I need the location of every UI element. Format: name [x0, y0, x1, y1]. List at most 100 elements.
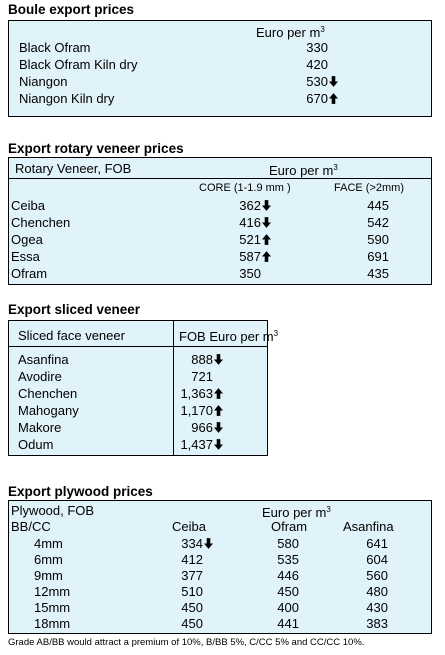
- arrow-up-icon: [262, 250, 271, 262]
- arrow-up-icon: [329, 92, 338, 104]
- sliced-row-name: Makore: [18, 420, 62, 435]
- plywood-col-ofram: Ofram: [271, 519, 308, 534]
- rotary-unit-header: Euro per m3: [269, 163, 338, 178]
- boule-row-value: 530: [306, 74, 338, 89]
- rotary-col-core: CORE (1-1.9 mm ): [199, 182, 291, 194]
- no-trend-spacer: [204, 586, 213, 597]
- plywood-row-ceiba: 450: [181, 600, 213, 615]
- plywood-row-ceiba: 450: [181, 616, 213, 631]
- plywood-row-ceiba: 412: [181, 552, 213, 567]
- rotary-row-name: Ogea: [11, 232, 43, 247]
- sliced-row-value-text: 721: [191, 369, 213, 384]
- boule-row-name: Niangon Kiln dry: [19, 91, 115, 106]
- no-trend-spacer: [262, 268, 271, 279]
- plywood-footnote: Grade AB/BB would attract a premium of 1…: [8, 637, 365, 648]
- plywood-row-ceiba-text: 412: [181, 552, 203, 567]
- boule-table: Euro per m3 Black Ofram 330 Black Ofram Ki…: [8, 20, 432, 117]
- no-trend-spacer: [214, 371, 223, 382]
- arrow-up-icon: [262, 233, 271, 245]
- arrow-down-icon: [262, 199, 271, 211]
- sliced-row-value: 888: [191, 352, 223, 367]
- rotary-title: Export rotary veneer prices: [8, 141, 184, 156]
- rotary-row-core-text: 587: [239, 249, 261, 264]
- sliced-title: Export sliced veneer: [8, 302, 141, 317]
- sliced-row-name: Chenchen: [18, 386, 78, 401]
- no-trend-spacer: [204, 554, 213, 565]
- rotary-row-name: Chenchen: [11, 215, 71, 230]
- rotary-row-core: 587: [239, 249, 271, 264]
- rotary-row-core: 416: [239, 215, 271, 230]
- sliced-header-right: FOB Euro per m3: [179, 329, 279, 344]
- rotary-row-core: 350: [239, 266, 271, 281]
- rotary-row-name: Ceiba: [11, 198, 45, 213]
- arrow-down-icon: [329, 75, 338, 87]
- no-trend-spacer: [329, 42, 338, 53]
- plywood-row-ceiba-text: 510: [181, 584, 203, 599]
- boule-row-name: Niangon: [19, 74, 68, 89]
- plywood-row-size: 6mm: [34, 552, 63, 567]
- rotary-row-core: 521: [239, 232, 271, 247]
- rotary-header-divider: [9, 178, 431, 179]
- plywood-row-size: 15mm: [34, 600, 71, 615]
- sliced-row-value-text: 1,437: [180, 437, 213, 452]
- rotary-table: Rotary Veneer, FOB Euro per m3 CORE (1-1…: [8, 157, 432, 285]
- plywood-header-left: Plywood, FOB: [11, 503, 95, 518]
- boule-row-value-text: 420: [306, 57, 328, 72]
- boule-unit-header: Euro per m3: [256, 25, 325, 40]
- rotary-row-core-text: 416: [239, 215, 261, 230]
- rotary-row-face: 590: [367, 232, 389, 247]
- sliced-row-value: 1,363: [180, 386, 223, 401]
- rotary-row-core-text: 350: [239, 266, 261, 281]
- plywood-row-ofram: 446: [277, 568, 299, 583]
- plywood-row-ceiba: 377: [181, 568, 213, 583]
- plywood-col-ceiba: Ceiba: [172, 519, 206, 534]
- rotary-row-name: Essa: [11, 249, 40, 264]
- boule-row-value-text: 670: [306, 91, 328, 106]
- sliced-row-name: Odum: [18, 437, 54, 452]
- rotary-row-core: 362: [239, 198, 271, 213]
- boule-row-value: 670: [306, 91, 338, 106]
- no-trend-spacer: [204, 602, 213, 613]
- no-trend-spacer: [204, 618, 213, 629]
- boule-row-value: 420: [306, 57, 338, 72]
- arrow-down-icon: [214, 421, 223, 433]
- plywood-title: Export plywood prices: [8, 484, 153, 499]
- sliced-row-value-text: 888: [191, 352, 213, 367]
- rotary-row-face: 542: [367, 215, 389, 230]
- sliced-row-value: 721: [191, 369, 223, 384]
- plywood-row-asanfina: 430: [366, 600, 388, 615]
- rotary-header-left: Rotary Veneer, FOB: [15, 161, 132, 176]
- plywood-row-size: 9mm: [34, 568, 63, 583]
- plywood-row-ofram: 441: [277, 616, 299, 631]
- plywood-grade: BB/CC: [11, 519, 51, 534]
- no-trend-spacer: [204, 570, 213, 581]
- plywood-row-ceiba-text: 450: [181, 616, 203, 631]
- rotary-row-core-text: 362: [239, 198, 261, 213]
- sliced-row-value-text: 966: [191, 420, 213, 435]
- plywood-row-ofram: 535: [277, 552, 299, 567]
- plywood-row-asanfina: 383: [366, 616, 388, 631]
- rotary-row-face: 691: [367, 249, 389, 264]
- arrow-up-icon: [214, 387, 223, 399]
- plywood-row-ofram: 400: [277, 600, 299, 615]
- sliced-header-divider: [9, 346, 267, 347]
- arrow-down-icon: [214, 353, 223, 365]
- plywood-row-asanfina: 480: [366, 584, 388, 599]
- boule-row-name: Black Ofram: [19, 40, 91, 55]
- sliced-col-divider: [173, 321, 174, 455]
- sliced-row-name: Asanfina: [18, 352, 69, 367]
- plywood-row-asanfina: 560: [366, 568, 388, 583]
- sliced-row-value: 1,170: [180, 403, 223, 418]
- plywood-row-ceiba: 510: [181, 584, 213, 599]
- plywood-row-ceiba-text: 334: [181, 536, 203, 551]
- sliced-row-name: Mahogany: [18, 403, 79, 418]
- sliced-row-value: 966: [191, 420, 223, 435]
- plywood-unit-header: Euro per m3: [262, 505, 331, 520]
- sliced-row-value-text: 1,363: [180, 386, 213, 401]
- sliced-row-value: 1,437: [180, 437, 223, 452]
- arrow-down-icon: [204, 537, 213, 549]
- boule-title: Boule export prices: [8, 2, 135, 17]
- rotary-col-face: FACE (>2mm): [334, 182, 404, 194]
- boule-row-value-text: 530: [306, 74, 328, 89]
- plywood-col-asanfina: Asanfina: [343, 519, 394, 534]
